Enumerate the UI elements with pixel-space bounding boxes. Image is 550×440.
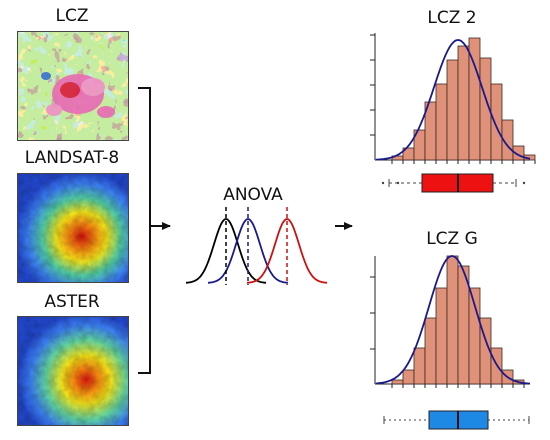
histogram-bar (490, 347, 503, 385)
histogram-bar (457, 45, 470, 161)
histogram-bar (435, 83, 448, 161)
anova-curves (185, 207, 328, 285)
input-label-lcz: LCZ (55, 6, 89, 26)
histogram-bar (413, 347, 426, 385)
bracket-icon (138, 87, 151, 374)
histogram-lcz2 (370, 33, 536, 164)
aster-map (17, 316, 129, 426)
histogram-bar (391, 379, 404, 385)
histogram-bar (446, 255, 459, 385)
histogram-bar (501, 119, 514, 161)
histogram-bar (402, 369, 415, 385)
histogram-bar (512, 145, 525, 161)
input-label-landsat: LANDSAT-8 (24, 148, 120, 168)
histogram-bar (435, 287, 448, 385)
histogram-bar (490, 83, 503, 161)
lcz-map (17, 31, 129, 141)
output-title-lczg: LCZ G (426, 229, 478, 249)
input-label-aster: ASTER (44, 292, 100, 312)
boxplot-lcz2 (381, 173, 526, 193)
output-title-lcz2: LCZ 2 (427, 8, 477, 28)
boxplot-lczg (383, 410, 530, 430)
histogram-lczg (370, 255, 531, 388)
histogram-bar (424, 317, 437, 385)
method-label: ANOVA (223, 185, 283, 205)
landsat-map (17, 173, 129, 283)
histogram-bar (446, 59, 459, 161)
